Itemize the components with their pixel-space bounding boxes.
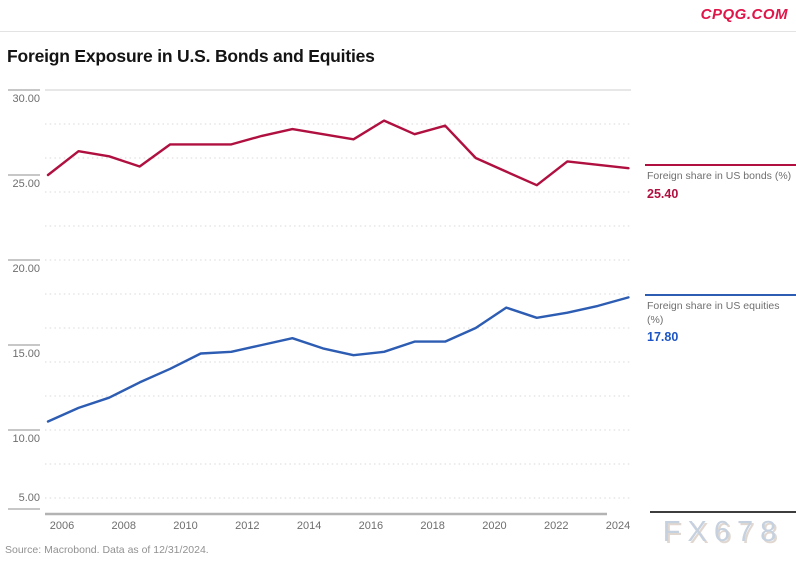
x-tick-label: 2018 (420, 520, 445, 532)
legend-equities-label: Foreign share in US equities (%) (647, 300, 780, 326)
brand-logo: CPQG.COM (700, 6, 788, 23)
x-tick-label: 2008 (111, 520, 136, 532)
y-tick-label: 15.00 (12, 348, 40, 360)
watermark: FX678 (650, 511, 796, 549)
legend-bonds-label: Foreign share in US bonds (%) (647, 170, 792, 182)
x-tick-label: 2020 (482, 520, 507, 532)
y-tick-label: 5.00 (18, 492, 40, 504)
y-tick-label: 25.00 (12, 178, 40, 190)
header-divider (0, 31, 796, 32)
y-tick-label: 30.00 (12, 93, 40, 105)
chart-title: Foreign Exposure in U.S. Bonds and Equit… (7, 46, 375, 66)
legend-bonds: Foreign share in US bonds (%) 25.40 (647, 170, 796, 201)
x-tick-label: 2010 (173, 520, 198, 532)
source-note: Source: Macrobond. Data as of 12/31/2024… (5, 544, 209, 556)
legend-equities-value: 17.80 (647, 330, 679, 345)
y-tick-label: 20.00 (12, 263, 40, 275)
x-tick-label: 2022 (543, 520, 569, 532)
legend-bonds-value: 25.40 (647, 186, 679, 201)
x-tick-label: 2014 (296, 520, 322, 532)
y-tick-label: 10.00 (12, 433, 40, 445)
x-tick-label: 2006 (49, 520, 75, 532)
x-tick-label: 2016 (358, 520, 384, 532)
x-tick-label: 2012 (235, 520, 260, 532)
bonds-line (46, 119, 630, 187)
legend-equities: Foreign share in US equities (%) 17.80 (647, 300, 796, 344)
x-tick-label: 2024 (605, 520, 631, 532)
equities-line (46, 296, 630, 423)
